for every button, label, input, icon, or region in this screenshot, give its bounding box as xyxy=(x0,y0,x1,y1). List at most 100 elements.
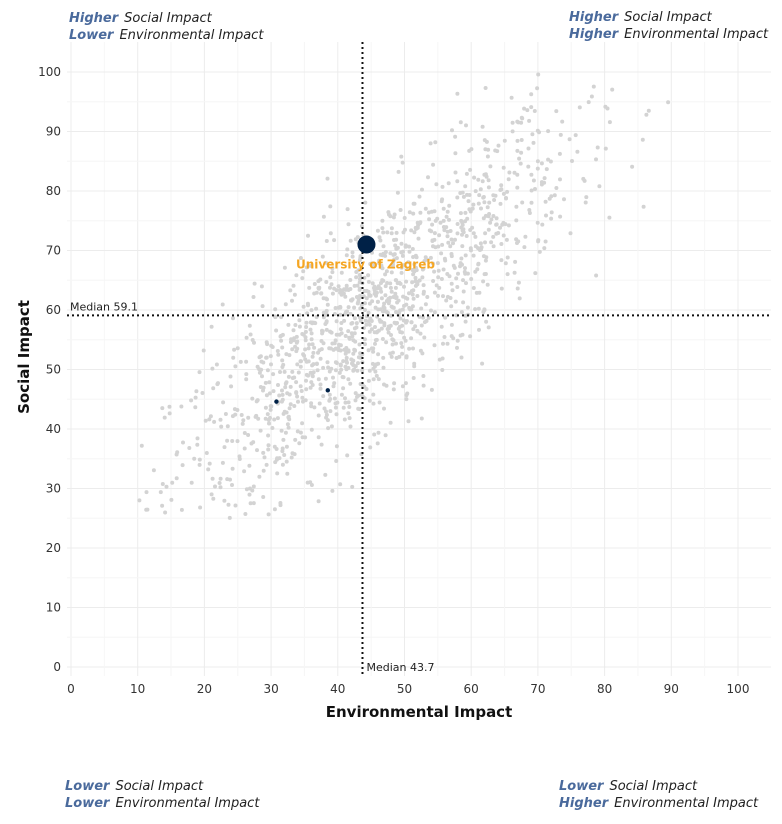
background-point xyxy=(400,330,404,335)
background-point xyxy=(391,252,396,257)
background-point xyxy=(225,438,230,443)
background-point xyxy=(440,242,445,247)
background-point xyxy=(464,234,469,238)
background-point xyxy=(230,439,235,443)
background-point xyxy=(300,421,305,426)
background-point xyxy=(273,460,278,465)
background-point xyxy=(316,413,321,418)
background-point xyxy=(542,180,547,185)
background-point xyxy=(505,272,510,277)
quadrant-text: Social Impact xyxy=(624,10,712,25)
background-point xyxy=(449,281,454,286)
background-point xyxy=(292,292,297,297)
background-point xyxy=(395,190,400,195)
background-point xyxy=(297,441,302,446)
background-point xyxy=(458,120,463,125)
background-point xyxy=(257,474,262,479)
background-point xyxy=(440,356,445,361)
background-point xyxy=(478,187,483,192)
background-point xyxy=(394,230,399,235)
background-point xyxy=(666,100,671,105)
background-point xyxy=(356,268,361,273)
background-point xyxy=(453,237,457,242)
background-point xyxy=(415,329,420,334)
background-point xyxy=(262,455,267,460)
background-point xyxy=(367,398,372,403)
background-point xyxy=(444,225,449,230)
background-point xyxy=(575,149,580,154)
background-point xyxy=(382,321,387,326)
background-point xyxy=(233,412,238,417)
background-point xyxy=(517,156,522,161)
background-point xyxy=(264,462,269,467)
background-point xyxy=(463,184,468,189)
background-point xyxy=(388,295,393,300)
background-point xyxy=(175,450,180,455)
background-point xyxy=(434,283,439,288)
background-point xyxy=(491,193,496,198)
background-point xyxy=(298,384,303,389)
background-point xyxy=(477,193,482,198)
background-point xyxy=(426,175,430,180)
background-point xyxy=(351,351,356,356)
background-point xyxy=(312,405,317,410)
background-point xyxy=(489,240,494,245)
background-point xyxy=(584,195,589,200)
background-point xyxy=(366,378,371,383)
background-point xyxy=(310,373,315,378)
background-point xyxy=(250,338,255,342)
background-point xyxy=(396,169,401,174)
background-point xyxy=(358,318,363,323)
background-point xyxy=(377,400,382,405)
y-axis-title: Social Impact xyxy=(15,300,33,414)
background-point xyxy=(450,288,455,293)
quadrant-label-bottom-right: Lower Social Impact Higher Environmental I… xyxy=(559,778,758,812)
background-point xyxy=(344,359,349,363)
background-point xyxy=(261,385,266,390)
background-point xyxy=(357,286,362,291)
background-point xyxy=(281,411,286,416)
background-point xyxy=(355,301,360,306)
background-point xyxy=(412,262,417,267)
background-point xyxy=(363,318,368,323)
y-tick-label: 10 xyxy=(46,601,61,615)
background-point xyxy=(374,330,379,335)
background-point xyxy=(418,210,423,215)
background-point xyxy=(482,138,487,143)
background-point xyxy=(170,480,175,485)
background-point xyxy=(451,241,455,246)
background-point xyxy=(456,271,460,276)
background-point xyxy=(460,190,465,195)
background-point xyxy=(527,208,532,212)
background-point xyxy=(558,177,562,182)
background-point xyxy=(409,228,414,233)
background-point xyxy=(295,346,300,351)
background-point xyxy=(211,386,216,391)
background-point xyxy=(373,369,378,374)
background-point xyxy=(442,335,447,339)
background-point xyxy=(491,234,496,239)
background-point xyxy=(501,165,506,170)
background-point xyxy=(544,167,549,172)
background-point xyxy=(460,244,465,249)
background-point xyxy=(225,424,230,429)
background-point xyxy=(308,327,313,332)
background-point xyxy=(309,401,314,406)
background-point xyxy=(549,210,554,215)
background-point xyxy=(512,270,517,275)
background-point xyxy=(232,347,237,352)
background-point xyxy=(200,391,205,395)
background-point xyxy=(455,91,460,96)
background-point xyxy=(404,397,409,402)
background-point xyxy=(391,259,396,264)
background-point xyxy=(402,303,406,308)
background-point xyxy=(517,296,522,301)
background-point xyxy=(250,396,255,401)
background-point xyxy=(212,419,217,424)
background-point xyxy=(354,325,359,330)
background-point xyxy=(233,503,238,508)
background-point xyxy=(431,162,436,167)
background-point xyxy=(217,481,222,485)
background-point xyxy=(519,120,524,125)
